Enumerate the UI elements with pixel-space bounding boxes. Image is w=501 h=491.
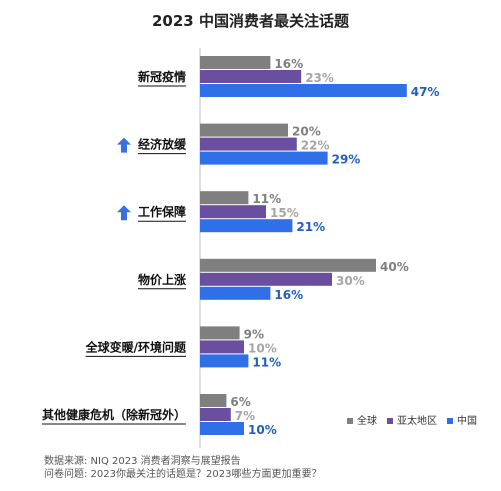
bar	[200, 422, 244, 435]
bar	[200, 340, 244, 354]
legend-label: 全球	[357, 414, 377, 427]
legend-label: 亚太地区	[397, 414, 437, 427]
data-label: 15%	[270, 206, 299, 220]
category-label: 全球变暖/环境问题	[85, 339, 187, 354]
bar	[200, 56, 271, 69]
data-label: 40%	[380, 260, 409, 274]
category-label: 其他健康危机（除新冠外）	[42, 407, 186, 422]
data-label: 11%	[252, 192, 281, 206]
data-label: 21%	[296, 220, 325, 234]
data-label: 6%	[230, 395, 250, 409]
bar	[200, 151, 328, 165]
bar	[200, 205, 266, 219]
data-label: 10%	[248, 423, 277, 437]
data-label: 7%	[235, 409, 255, 423]
footer-question: 问卷问题: 2023你最关注的话题是？2023哪些方面更加重要？	[44, 469, 322, 480]
bar	[200, 286, 271, 300]
data-label: 29%	[332, 153, 361, 167]
up-arrow-icon	[116, 137, 131, 153]
data-label: 22%	[301, 139, 330, 153]
bar	[200, 272, 332, 286]
bar	[200, 258, 376, 272]
category-label: 工作保障	[138, 204, 186, 219]
bar	[200, 84, 407, 97]
bar	[200, 394, 227, 407]
legend-swatch	[387, 418, 393, 424]
up-arrow-icon	[116, 205, 131, 221]
legend-label: 中国	[457, 414, 477, 427]
bar	[200, 326, 240, 340]
data-label: 16%	[274, 57, 303, 71]
bar	[200, 70, 302, 83]
data-label: 20%	[292, 125, 321, 139]
data-label: 47%	[411, 85, 440, 99]
footer: 数据来源: NIQ 2023 消费者洞察与展望报告 问卷问题: 2023你最关注…	[44, 455, 321, 481]
category-label: 新冠疫情	[138, 69, 186, 84]
bar	[200, 137, 297, 151]
bar	[200, 191, 249, 205]
chart-title: 2023 中国消费者最关注话题	[152, 12, 349, 30]
bar	[200, 219, 293, 233]
bar	[200, 123, 288, 137]
data-label: 23%	[305, 71, 334, 85]
category-label: 经济放缓	[138, 137, 187, 152]
data-label: 16%	[274, 288, 303, 302]
bar	[200, 408, 231, 421]
data-label: 11%	[252, 355, 281, 369]
data-label: 9%	[244, 327, 264, 341]
bar	[200, 354, 249, 368]
legend-swatch	[447, 418, 453, 424]
footer-source: 数据来源: NIQ 2023 消费者洞察与展望报告	[44, 456, 241, 467]
legend-swatch	[347, 418, 353, 424]
category-label: 物价上涨	[138, 272, 186, 287]
data-label: 10%	[248, 341, 277, 355]
data-label: 30%	[336, 274, 365, 288]
